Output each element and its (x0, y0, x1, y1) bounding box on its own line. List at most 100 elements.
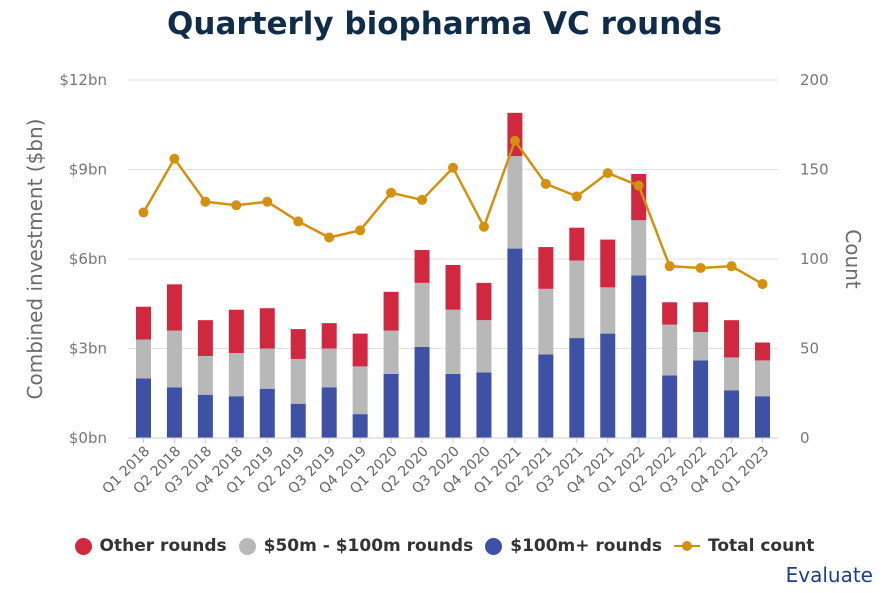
legend-marker-total-count (673, 538, 700, 554)
chart-title: Quarterly biopharma VC rounds (167, 6, 722, 42)
bar-segment (631, 275, 647, 438)
y-tick-label: $9bn (69, 161, 107, 179)
bar-segment (538, 288, 554, 355)
count-point (138, 207, 149, 218)
y-axis-title: Combined investment ($bn) (23, 119, 47, 400)
bar-segment (476, 372, 492, 438)
bar-segment (507, 248, 523, 438)
bar-segment (166, 284, 182, 331)
bar-segment (538, 247, 554, 289)
count-point (633, 180, 644, 191)
count-point (324, 232, 335, 243)
bar-segment (569, 338, 585, 438)
bar-segment (445, 309, 461, 374)
legend-item-other[interactable]: Other rounds (74, 536, 227, 556)
bar-segment (197, 355, 213, 395)
brand-logo-text: Evaluate (785, 563, 873, 587)
bar-segment (290, 358, 306, 404)
bar-segment (476, 282, 492, 321)
y-tick-label: $0bn (69, 429, 107, 447)
bar-segment (414, 347, 430, 438)
bar-segment (135, 306, 151, 340)
legend: Other rounds $50m - $100m rounds $100m+ … (0, 536, 889, 556)
bar-segment (724, 320, 740, 358)
bar-segment (600, 239, 616, 288)
bar-segment (290, 329, 306, 359)
bar-segment (166, 387, 182, 438)
bar-segment (724, 357, 740, 391)
bar-segment (755, 396, 771, 438)
count-point (664, 261, 675, 272)
count-point (169, 153, 180, 164)
bar-segment (135, 339, 151, 379)
bar-segment (414, 250, 430, 283)
bar-segment (445, 373, 461, 438)
count-point (757, 279, 768, 290)
bar-segment (383, 373, 399, 438)
bar-segment (693, 360, 709, 438)
bar-segment (352, 414, 368, 438)
count-point (509, 135, 520, 146)
bar-segment (228, 309, 244, 353)
count-point (571, 191, 582, 202)
bar-segment (352, 333, 368, 367)
bar-segment (476, 320, 492, 373)
legend-label-total-count: Total count (707, 536, 815, 556)
bar-segment (662, 375, 678, 438)
bar-segment (259, 348, 275, 389)
legend-label-other: Other rounds (99, 536, 227, 556)
count-point (386, 187, 397, 198)
count-point (231, 200, 242, 211)
bar-group (135, 112, 771, 438)
y2-tick-label: 0 (800, 429, 810, 447)
bar-segment (166, 330, 182, 388)
y2-axis-title: Count (841, 229, 865, 289)
legend-item-50-100m[interactable]: $50m - $100m rounds (238, 536, 473, 556)
bar-segment (724, 390, 740, 438)
count-point (355, 225, 366, 236)
bar-segment (259, 388, 275, 438)
bar-segment (631, 220, 647, 276)
bar-segment (321, 323, 337, 349)
bar-segment (600, 333, 616, 438)
bar-segment (197, 394, 213, 438)
bar-segment (662, 302, 678, 325)
y2-tick-label: 150 (800, 161, 829, 179)
y-tick-label: $12bn (59, 71, 107, 89)
y2-tick-label: 200 (800, 71, 829, 89)
bar-segment (321, 387, 337, 438)
count-point (478, 221, 489, 232)
count-point (293, 216, 304, 227)
bar-segment (228, 396, 244, 438)
legend-item-total-count[interactable]: Total count (673, 536, 815, 556)
legend-marker-other (74, 537, 92, 555)
bar-segment (693, 332, 709, 361)
bar-segment (755, 360, 771, 397)
count-point (417, 194, 428, 205)
bar-segment (290, 403, 306, 438)
count-point (200, 196, 211, 207)
count-point (602, 168, 613, 179)
bar-segment (600, 287, 616, 334)
count-point (540, 178, 551, 189)
bar-segment (383, 291, 399, 331)
bar-segment (228, 352, 244, 397)
bar-segment (135, 378, 151, 438)
y-tick-label: $6bn (69, 250, 107, 268)
bar-segment (445, 264, 461, 310)
legend-marker-100m-plus (485, 537, 503, 555)
bar-segment (693, 302, 709, 333)
bar-segment (414, 282, 430, 348)
bar-segment (662, 324, 678, 376)
count-point (448, 162, 458, 173)
y-tick-label: $3bn (69, 340, 107, 358)
bar-segment (507, 156, 523, 249)
y2-tick-label: 100 (800, 250, 829, 268)
y2-tick-label: 50 (800, 340, 819, 358)
bar-segment (197, 320, 213, 356)
count-point (262, 196, 273, 207)
count-point (726, 261, 737, 272)
count-point (695, 262, 706, 273)
legend-item-100m-plus[interactable]: $100m+ rounds (485, 536, 662, 556)
